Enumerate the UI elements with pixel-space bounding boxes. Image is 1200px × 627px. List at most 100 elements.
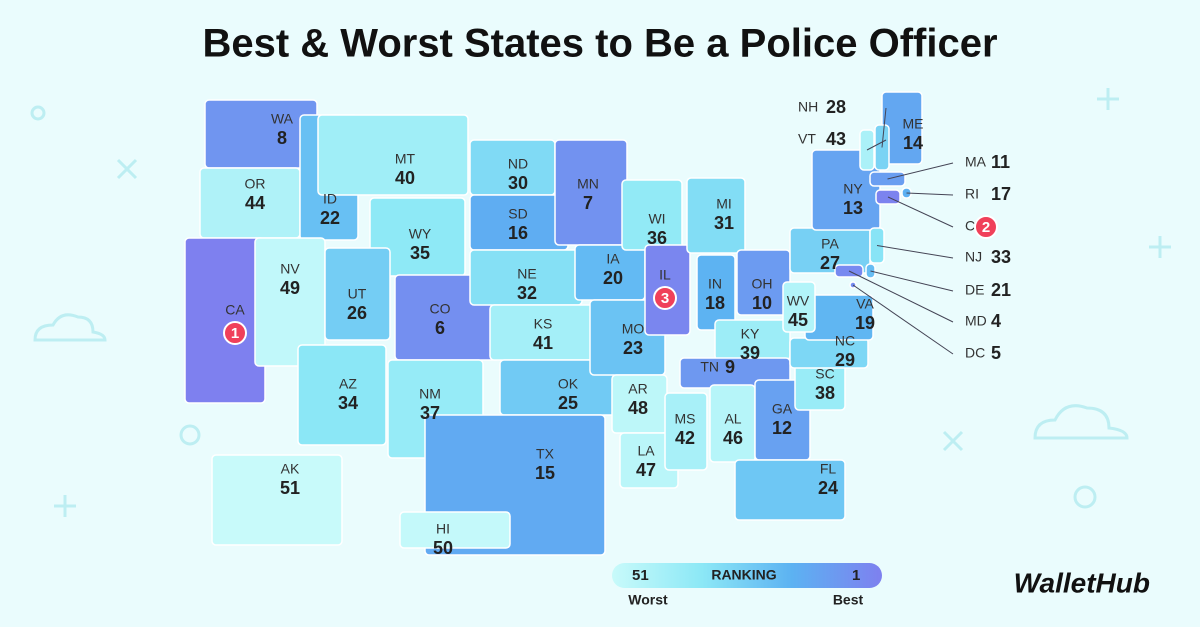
state-abbr: TX — [536, 446, 555, 462]
state-abbr: ID — [323, 191, 337, 207]
state-rank: 17 — [991, 184, 1011, 204]
state-rank: 5 — [991, 343, 1001, 363]
state-rank: 19 — [855, 313, 875, 333]
state-rank: 13 — [843, 198, 863, 218]
state-rank: 32 — [517, 283, 537, 303]
state-abbr: MN — [577, 176, 599, 192]
state-abbr: NH — [798, 99, 818, 115]
state-abbr: OR — [245, 176, 266, 192]
state-abbr: KS — [534, 316, 553, 332]
state-abbr: WV — [787, 293, 810, 309]
state-shape — [664, 392, 708, 471]
state-abbr: VA — [856, 296, 874, 312]
state-rank: 50 — [433, 538, 453, 558]
state-rank: 45 — [788, 310, 808, 330]
state-rank: 29 — [835, 350, 855, 370]
leader-line — [887, 162, 954, 180]
state-shape — [399, 511, 511, 549]
state-abbr: AZ — [339, 376, 357, 392]
leader-line — [848, 270, 954, 323]
state-abbr: MI — [716, 196, 732, 212]
title: Best & Worst States to Be a Police Offic… — [202, 22, 997, 66]
top-rank-badge — [223, 321, 247, 345]
state-rank: 25 — [558, 393, 578, 413]
state-shape — [297, 344, 387, 446]
state-rank: 6 — [435, 318, 445, 338]
state-rank: 24 — [818, 478, 838, 498]
state-abbr: MS — [675, 411, 696, 427]
state-rank: 46 — [723, 428, 743, 448]
state-abbr: MT — [395, 151, 416, 167]
leader-line — [876, 245, 954, 259]
state-abbr: NC — [835, 333, 855, 349]
legend-bar — [612, 563, 882, 588]
state-labels: WA8OR44CA1ID22NV49MT40WY35UT26AZ34CO6NM3… — [223, 97, 1011, 558]
state-rank: 40 — [395, 168, 415, 188]
state-shape — [184, 237, 266, 404]
top-rank-badge — [653, 286, 677, 310]
state-rank: 36 — [647, 228, 667, 248]
legend-high-label: Best — [833, 592, 864, 608]
state-abbr: UT — [348, 286, 367, 302]
state-abbr: SC — [815, 366, 834, 382]
state-abbr: VT — [798, 131, 816, 147]
state-rank: 9 — [725, 357, 735, 377]
state-rank: 34 — [338, 393, 358, 413]
leader-line — [852, 284, 954, 355]
state-abbr: LA — [637, 443, 655, 459]
state-abbr: AK — [281, 461, 300, 477]
state-abbr: GA — [772, 401, 793, 417]
legend-max: 1 — [852, 567, 860, 584]
state-abbr: ME — [903, 116, 924, 132]
state-rank: 31 — [714, 213, 734, 233]
leader-line — [887, 196, 954, 228]
state-abbr: OH — [752, 276, 773, 292]
state-abbr: FL — [820, 461, 837, 477]
state-rank: 44 — [245, 193, 265, 213]
state-rank: 43 — [826, 129, 846, 149]
state-rank: 18 — [705, 293, 725, 313]
state-abbr: IN — [708, 276, 722, 292]
state-rank: 48 — [628, 398, 648, 418]
state-rank: 49 — [280, 278, 300, 298]
state-rank: 39 — [740, 343, 760, 363]
state-rank: 41 — [533, 333, 553, 353]
state-rank: 15 — [535, 463, 555, 483]
state-rank: 21 — [991, 280, 1011, 300]
state-shape — [789, 337, 869, 369]
state-abbr: WY — [409, 226, 432, 242]
state-abbr: HI — [436, 521, 450, 537]
state-abbr: NE — [517, 266, 536, 282]
state-rank: 8 — [277, 128, 287, 148]
state-rank: 33 — [991, 247, 1011, 267]
legend-min: 51 — [632, 567, 649, 584]
state-rank: 2 — [982, 219, 990, 236]
state-abbr: NY — [843, 181, 863, 197]
state-abbr: NM — [419, 386, 441, 402]
state-shape — [686, 177, 746, 254]
state-abbr: WA — [271, 111, 294, 127]
state-rank: 47 — [636, 460, 656, 480]
state-abbr: MA — [965, 154, 987, 170]
leader-line — [870, 270, 954, 292]
top-rank-badge — [974, 215, 998, 239]
legend-title: RANKING — [711, 567, 776, 583]
state-rank: 27 — [820, 253, 840, 273]
state-rank: 3 — [661, 290, 669, 307]
state-shape — [211, 454, 343, 546]
state-abbr: PA — [821, 236, 839, 252]
state-rank: 11 — [991, 152, 1010, 172]
state-rank: 22 — [320, 208, 340, 228]
state-rank: 35 — [410, 243, 430, 263]
state-abbr: CA — [225, 302, 245, 318]
state-shape — [317, 114, 469, 196]
state-rank: 23 — [623, 338, 643, 358]
state-abbr: MD — [965, 313, 987, 329]
state-abbr: AR — [628, 381, 647, 397]
leader-line — [881, 107, 887, 148]
state-rank: 42 — [675, 428, 695, 448]
state-rank: 14 — [903, 133, 923, 153]
state-abbr: ND — [508, 156, 528, 172]
state-rank: 26 — [347, 303, 367, 323]
state-abbr: NJ — [965, 249, 982, 265]
